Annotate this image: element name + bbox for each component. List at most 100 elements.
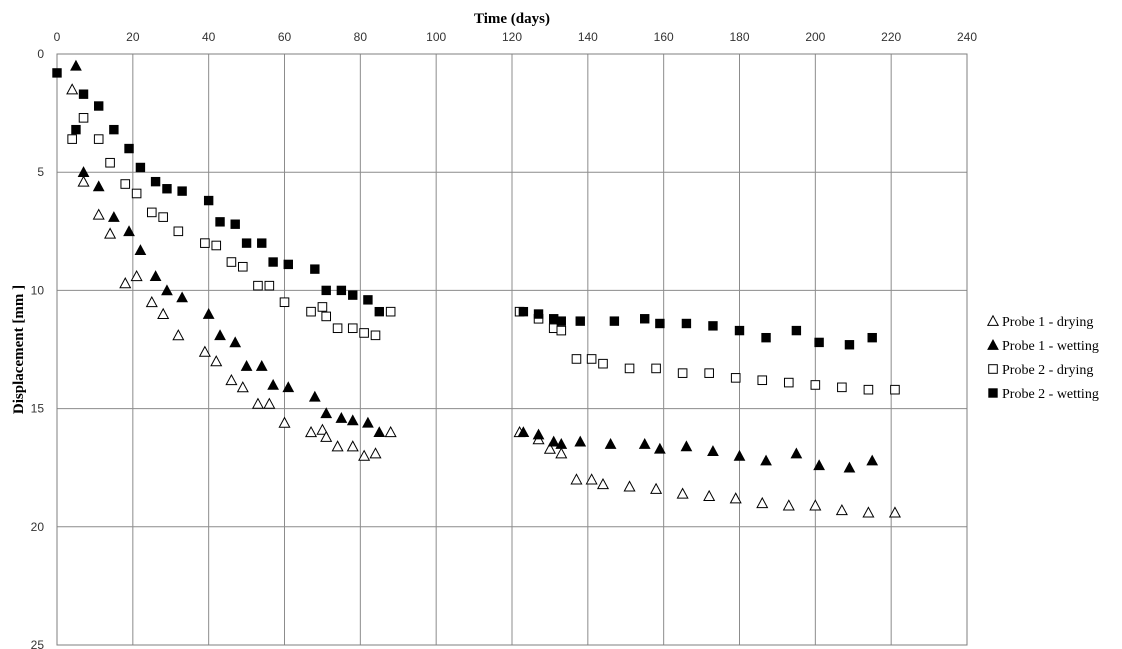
data-point — [346, 414, 359, 426]
data-point — [257, 238, 267, 248]
series-4 — [52, 68, 877, 350]
data-point — [555, 438, 568, 449]
data-point — [230, 219, 240, 229]
data-point — [321, 285, 331, 296]
data-point — [267, 378, 279, 390]
data-point — [92, 180, 105, 192]
data-point — [94, 101, 104, 111]
data-point — [317, 302, 328, 312]
data-point — [67, 134, 77, 144]
data-point — [385, 306, 396, 317]
data-point — [263, 397, 276, 409]
data-point — [173, 226, 184, 237]
y-axis-title: Displacement [mm ] — [11, 285, 27, 414]
data-point — [555, 447, 568, 459]
data-point — [229, 336, 242, 348]
data-point — [108, 211, 120, 222]
data-point — [384, 425, 397, 438]
data-point — [109, 124, 119, 135]
data-point — [202, 307, 215, 319]
data-point — [517, 426, 530, 438]
data-point — [120, 179, 131, 189]
data-point — [236, 381, 249, 393]
data-point — [358, 449, 371, 461]
data-point — [145, 295, 158, 308]
data-point — [756, 496, 769, 509]
data-point — [134, 244, 147, 256]
data-point — [782, 499, 795, 511]
data-point — [867, 332, 877, 343]
data-point — [200, 238, 210, 248]
data-point — [374, 306, 384, 317]
data-point — [609, 316, 620, 326]
y-tick-label: 0 — [37, 47, 44, 61]
data-point — [757, 375, 768, 386]
data-point — [707, 445, 719, 456]
data-point — [556, 325, 567, 336]
data-point — [149, 270, 162, 282]
data-point — [681, 318, 692, 329]
data-point — [214, 329, 226, 341]
legend-marker — [987, 338, 999, 350]
data-point — [733, 449, 746, 461]
data-point — [92, 208, 105, 220]
x-tick-label: 40 — [202, 30, 216, 44]
data-point — [677, 368, 688, 378]
data-point — [809, 499, 822, 511]
x-tick-label: 120 — [502, 30, 522, 44]
data-point — [835, 504, 848, 516]
data-point — [332, 323, 343, 334]
data-point — [237, 261, 248, 272]
data-point — [638, 438, 651, 449]
data-point — [278, 416, 291, 428]
data-point — [176, 291, 188, 303]
data-point — [370, 330, 381, 341]
data-point — [729, 492, 742, 504]
data-point — [363, 295, 373, 305]
data-point — [310, 264, 320, 274]
series-1 — [66, 83, 901, 518]
data-point — [790, 447, 803, 459]
data-point — [655, 318, 665, 329]
data-point — [105, 157, 115, 168]
data-point — [596, 477, 610, 490]
data-point — [283, 259, 293, 270]
data-point — [320, 407, 333, 419]
data-point — [66, 83, 79, 95]
plot-area — [56, 53, 968, 646]
data-point — [734, 325, 745, 336]
data-point — [369, 447, 382, 459]
data-point — [585, 473, 598, 485]
x-tick-label: 60 — [278, 30, 292, 44]
data-point — [255, 360, 268, 371]
data-point — [890, 384, 900, 395]
data-point — [791, 325, 802, 336]
data-point — [157, 307, 170, 319]
data-point — [131, 188, 142, 199]
data-point — [844, 340, 855, 350]
series-3 — [67, 113, 900, 395]
data-point — [198, 345, 211, 357]
data-point — [814, 337, 824, 348]
data-point — [279, 297, 290, 308]
data-point — [158, 212, 168, 222]
data-point — [161, 284, 173, 296]
data-point — [730, 373, 741, 383]
data-point — [650, 482, 663, 494]
data-point — [119, 277, 132, 289]
x-tick-label: 80 — [354, 30, 368, 44]
x-tick-label: 180 — [729, 30, 749, 44]
data-point — [651, 363, 661, 374]
data-point — [863, 384, 874, 395]
data-point — [320, 430, 333, 442]
data-point — [316, 423, 329, 435]
data-point — [321, 311, 332, 322]
data-point — [348, 290, 358, 300]
data-point — [760, 454, 772, 466]
legend-label: Probe 2 - drying — [1002, 363, 1093, 378]
data-point — [135, 162, 146, 173]
data-point — [177, 186, 187, 196]
data-point — [570, 473, 583, 485]
data-point — [210, 355, 223, 367]
